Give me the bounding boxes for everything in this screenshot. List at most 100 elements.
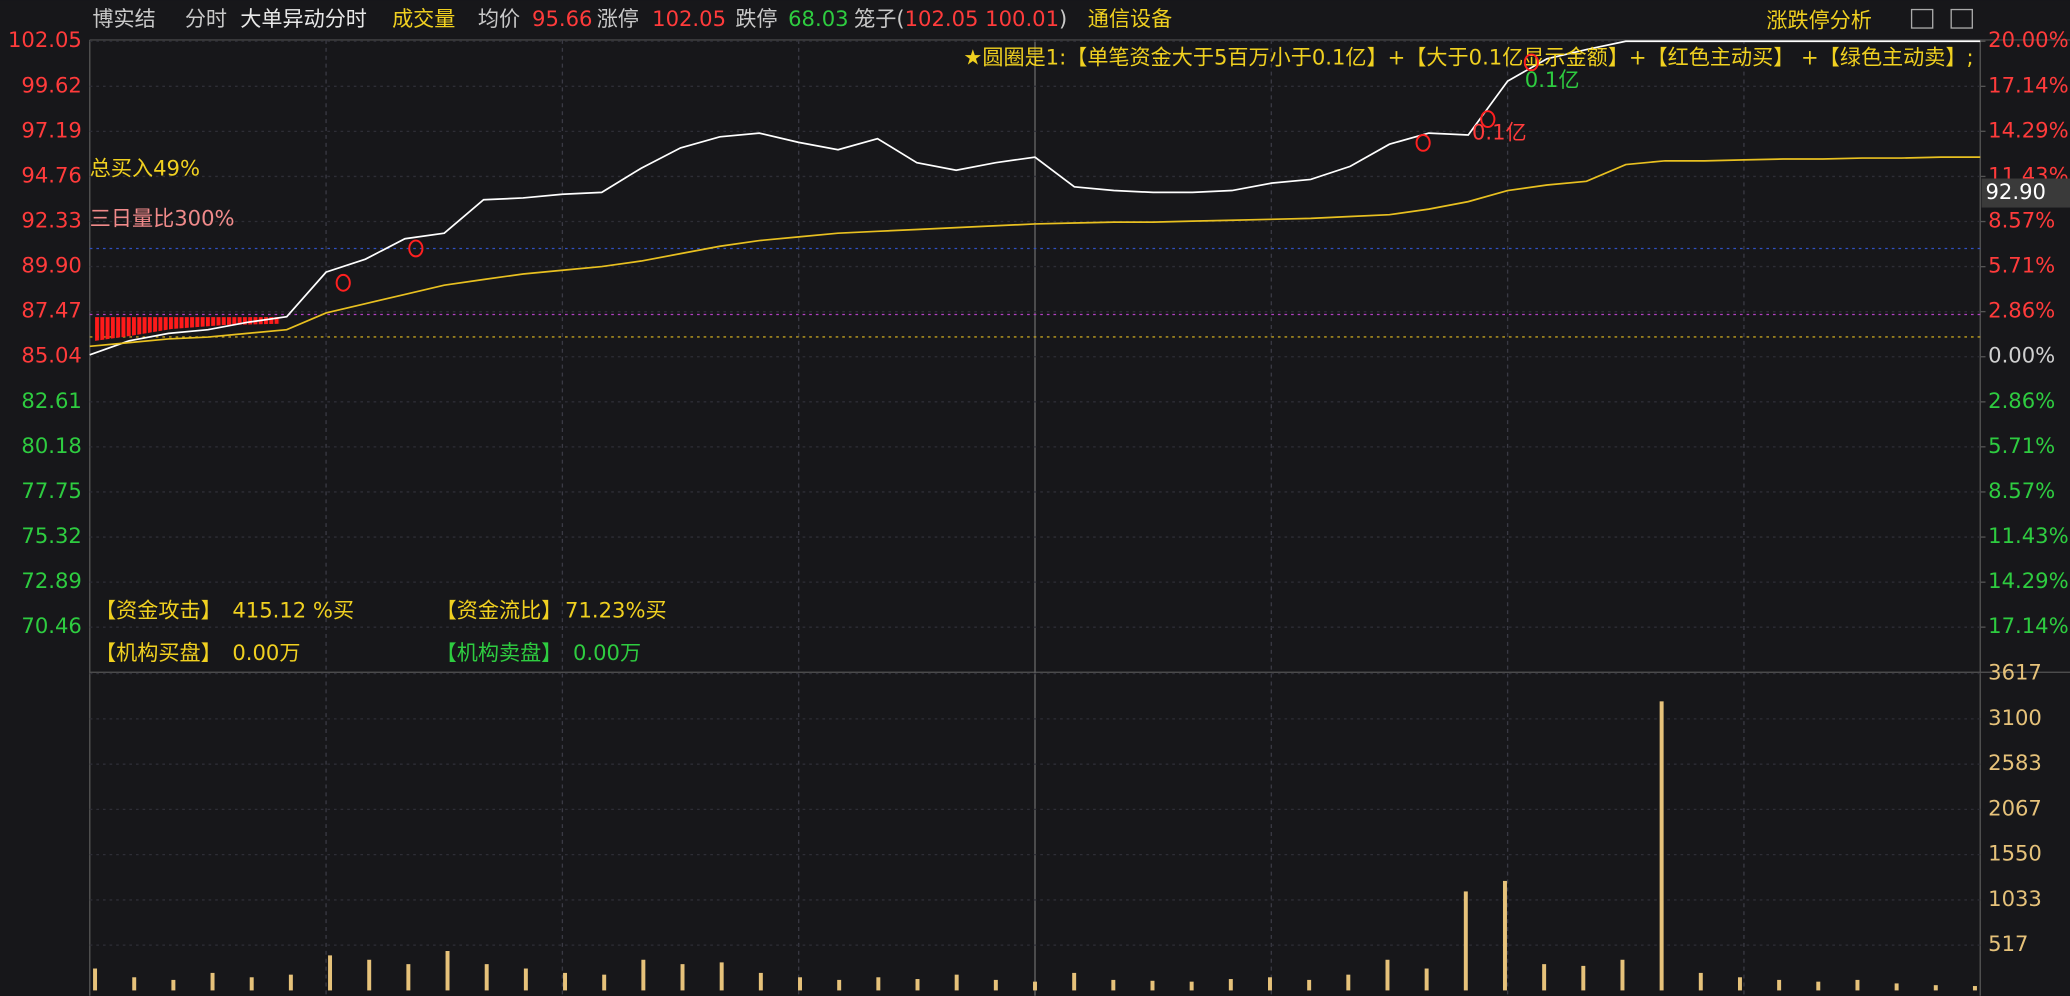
volume-bar (367, 959, 372, 991)
icon-button[interactable] (1950, 8, 1973, 29)
y-tick-label: 99.62 (21, 72, 81, 97)
y-tick-label: 517 (1988, 931, 2028, 956)
y-tick-label: 89.90 (21, 253, 81, 278)
limit-up: 102.05 (652, 6, 726, 31)
y-tick-label: 102.05 (8, 27, 82, 52)
y-tick-label: 92.33 (21, 208, 81, 233)
y2-tick-label: 5.71% (1988, 433, 2055, 458)
y-tick-label: 3617 (1988, 660, 2042, 685)
y-tick-label: 3100 (1988, 705, 2042, 730)
volume-bar (758, 972, 763, 991)
cage: 笼子(102.05 100.01) (854, 6, 1067, 31)
volume-bar (1972, 986, 1977, 991)
y2-tick-label: 5.71% (1988, 253, 2055, 278)
y-tick-label: 1550 (1988, 841, 2042, 866)
y-tick-label: 70.46 (21, 613, 81, 638)
y2-tick-label: 14.29% (1988, 568, 2069, 593)
volume-bar (1268, 977, 1272, 991)
volume-bar (406, 964, 411, 991)
limit-up-label: 涨停 (597, 6, 639, 31)
y2-tick-label: 0.00% (1988, 343, 2055, 368)
buy-total: 总买入49% (90, 155, 200, 180)
volume-bar (328, 955, 333, 991)
volume-bar (210, 972, 215, 991)
volume-bar (1385, 959, 1390, 991)
y-tick-label: 77.75 (21, 478, 81, 503)
stat-value: 0.00万 (573, 640, 641, 665)
volume-bar (798, 977, 802, 991)
limit-down-label: 跌停 (735, 6, 777, 31)
y-tick-label: 72.89 (21, 568, 81, 593)
cage-open: 笼子( (854, 6, 904, 31)
y2-tick-label: 17.14% (1988, 613, 2069, 638)
stat-label: 【资金流比】 (436, 598, 563, 623)
avg-label: 均价 (478, 6, 520, 31)
cage-values: 102.05 100.01 (905, 6, 1059, 31)
volume-bar (837, 979, 842, 991)
y-tick-label: 82.61 (21, 388, 81, 413)
volume-bar (484, 964, 489, 991)
y2-tick-label: 8.57% (1988, 478, 2055, 503)
vertical-grid (325, 39, 1745, 996)
volume-bar (915, 979, 920, 991)
volume-bar (171, 979, 176, 991)
y-tick-label: 75.32 (21, 523, 81, 548)
volume-bar (876, 977, 881, 991)
big-order-label: 0.1亿 (1472, 120, 1527, 145)
volume-bar (1581, 965, 1586, 991)
big-order-markers (335, 53, 1539, 292)
volume-bar (641, 959, 646, 991)
y2-tick-label: 8.57% (1988, 208, 2055, 233)
volume-bar (1855, 979, 1860, 991)
y2-tick-label: 11.43% (1988, 523, 2069, 548)
stat-label: 【资金攻击】 (95, 598, 222, 623)
y2-tick-label: 20.00% (1988, 27, 2069, 52)
big-order-label: 0.1亿 (1525, 67, 1580, 92)
volume-bar (1659, 701, 1664, 991)
volume-bar (1424, 968, 1429, 991)
tab[interactable]: 大单异动分时 (240, 6, 367, 31)
y2-tick-label: 2.86% (1988, 388, 2055, 413)
flow-bars (95, 317, 280, 341)
y-tick-label: 2067 (1988, 795, 2042, 820)
volume-bar (680, 964, 685, 991)
tab[interactable]: 分时 (185, 6, 227, 31)
stat-label: 【机构卖盘】 (436, 640, 563, 665)
limit-down: 68.03 (788, 6, 848, 31)
volume-bar (1502, 880, 1507, 991)
volume-bar (1933, 985, 1938, 991)
volume-bar (954, 974, 959, 991)
cursor-box (1981, 178, 2070, 208)
tab[interactable]: 成交量 (392, 6, 455, 31)
volume-ratio: 三日量比300% (90, 205, 235, 230)
volume-bar (1072, 972, 1077, 991)
volume-bar (993, 979, 998, 991)
analysis-link[interactable]: 涨跌停分析 (1766, 7, 1872, 32)
volume-bar (1542, 964, 1547, 991)
volume-bar (1346, 974, 1351, 991)
volume-bar (288, 974, 293, 991)
volume-bar (1620, 959, 1625, 991)
volume-bar (523, 968, 528, 991)
volume-bar (1307, 979, 1312, 991)
price-line (89, 156, 1981, 348)
y-tick-label: 80.18 (21, 433, 81, 458)
volume-bar (1737, 977, 1742, 991)
volume-bar (249, 977, 254, 991)
y-tick-label: 94.76 (21, 162, 81, 187)
icon-button[interactable] (1910, 8, 1934, 29)
y-tick-label: 85.04 (21, 343, 81, 368)
y2-tick-label: 14.29% (1988, 117, 2069, 142)
formula-note: ★圆圈是1:【单笔资金大于5百万小于0.1亿】+【大于0.1亿显示金额】+【红色… (963, 44, 1973, 69)
volume-bar (602, 974, 607, 991)
cursor-label: 92.90 (1986, 179, 2046, 204)
volume-bar (563, 972, 568, 991)
volume-bar (445, 950, 450, 991)
price-line (89, 40, 1981, 356)
stat-value: 71.23%买 (565, 598, 667, 623)
stat-value: 415.12 %买 (232, 598, 354, 623)
volume-bar (1777, 979, 1782, 991)
volume-bar (1894, 983, 1899, 991)
